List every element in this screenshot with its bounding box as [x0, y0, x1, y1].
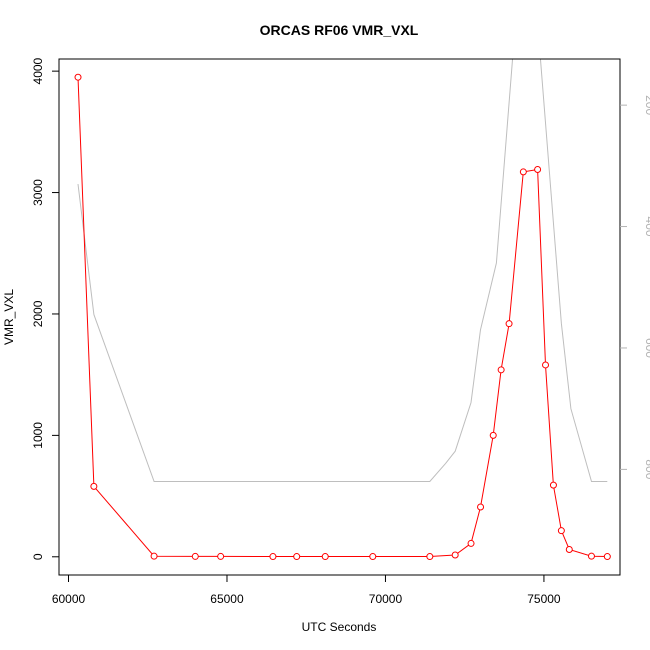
data-point: [74, 73, 82, 81]
data-point: [217, 552, 225, 560]
secondary-series-line: [77, 59, 608, 482]
data-point: [293, 553, 301, 561]
secondary-y-tick-label: 600: [643, 338, 650, 358]
x-tick-label: 60000: [52, 592, 86, 606]
chart-title: ORCAS RF06 VMR_VXL: [260, 22, 419, 38]
secondary-y-tick-label: 400: [643, 217, 650, 237]
data-point: [369, 553, 377, 561]
data-point: [269, 553, 277, 561]
y-tick-label: 3000: [31, 179, 45, 206]
plot-frame: [58, 58, 621, 576]
x-axis-label: UTC Seconds: [302, 620, 377, 634]
secondary-y-tick-label: 200: [643, 95, 650, 115]
data-point: [505, 320, 513, 328]
y-axis-label: VMR_VXL: [2, 289, 16, 345]
data-point: [519, 168, 527, 176]
data-point: [191, 552, 199, 560]
data-point: [426, 553, 434, 561]
data-point: [557, 527, 565, 535]
y-tick-label: 1000: [31, 422, 45, 449]
y-axis: 0 1000 2000 3000 4000: [31, 57, 59, 560]
primary-series: [74, 73, 611, 561]
data-point: [90, 482, 98, 490]
x-tick-label: 75000: [527, 592, 561, 606]
data-point: [565, 546, 573, 554]
data-point: [534, 165, 542, 173]
data-point: [321, 553, 329, 561]
data-point: [587, 552, 595, 560]
data-point: [150, 552, 158, 560]
secondary-y-tick-label: 800: [643, 459, 650, 479]
primary-series-line: [77, 77, 608, 557]
x-axis: 60000 65000 70000 75000: [52, 574, 561, 606]
data-point: [542, 361, 550, 369]
y-tick-label: 2000: [31, 300, 45, 327]
data-point: [467, 539, 475, 547]
data-point: [477, 503, 485, 511]
x-tick-label: 70000: [369, 592, 403, 606]
y-tick-label: 0: [31, 553, 45, 560]
y-tick-label: 4000: [31, 57, 45, 84]
data-point: [451, 551, 459, 559]
data-point: [497, 366, 505, 374]
data-point: [489, 431, 497, 439]
secondary-series: [77, 59, 608, 482]
x-tick-label: 65000: [210, 592, 244, 606]
secondary-y-axis: 200 400 600 800: [620, 95, 650, 480]
data-point: [603, 553, 611, 561]
data-point: [549, 481, 557, 489]
